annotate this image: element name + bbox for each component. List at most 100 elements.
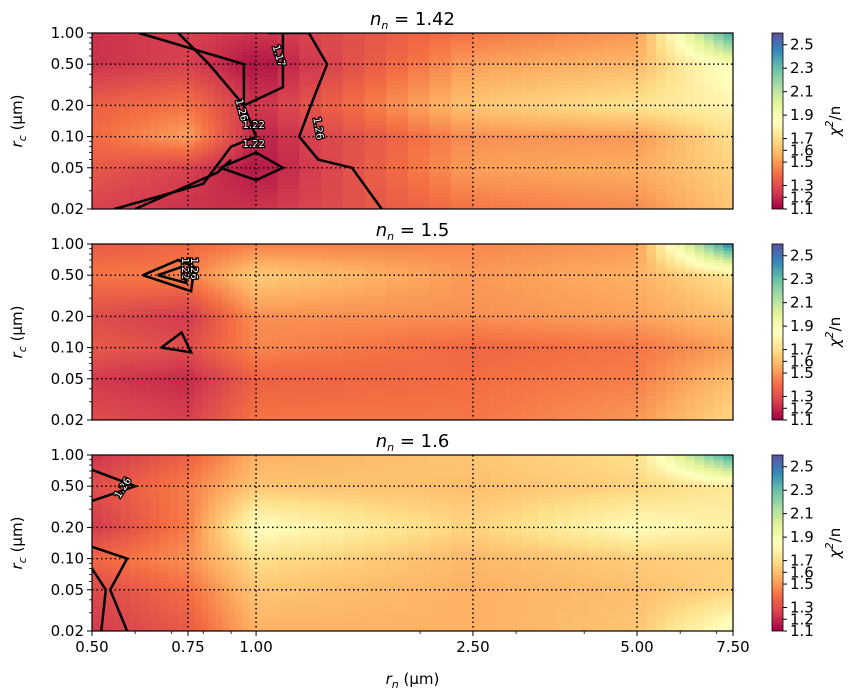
heatmap-cell bbox=[120, 259, 131, 264]
heatmap-cell bbox=[665, 283, 677, 289]
y-tick-label: 0.02 bbox=[51, 200, 84, 218]
heatmap-cell bbox=[665, 33, 677, 37]
heatmap-cell bbox=[656, 130, 667, 135]
heatmap-cell bbox=[139, 176, 151, 181]
heatmap-cell bbox=[587, 39, 605, 43]
heatmap-cell bbox=[522, 200, 540, 206]
heatmap-cell bbox=[723, 61, 733, 65]
heatmap-cell bbox=[201, 411, 209, 417]
heatmap-cell bbox=[120, 375, 131, 380]
heatmap-cell bbox=[277, 262, 301, 267]
heatmap-cell bbox=[429, 322, 452, 327]
heatmap-cell bbox=[665, 279, 677, 285]
heatmap-cell bbox=[194, 149, 203, 153]
heatmap-cell bbox=[694, 80, 705, 86]
heatmap-cell bbox=[342, 391, 366, 396]
heatmap-cell bbox=[139, 291, 151, 297]
heatmap-cell bbox=[646, 54, 657, 59]
heatmap-cell bbox=[120, 256, 131, 261]
heatmap-cell bbox=[111, 322, 122, 327]
heatmap-cell bbox=[222, 61, 230, 65]
heatmap-cell bbox=[120, 322, 131, 327]
heatmap-cell bbox=[604, 275, 622, 280]
heatmap-cell bbox=[139, 164, 151, 169]
heatmap-cell bbox=[92, 247, 103, 251]
heatmap-cell bbox=[604, 117, 622, 122]
heatmap-cell bbox=[277, 407, 301, 413]
heatmap-cell bbox=[215, 244, 223, 248]
heatmap-cell bbox=[215, 155, 223, 160]
heatmap-cell bbox=[538, 244, 556, 248]
heatmap-cell bbox=[429, 391, 452, 396]
heatmap-cell bbox=[604, 347, 622, 352]
heatmap-cell bbox=[472, 338, 490, 342]
heatmap-cell bbox=[139, 275, 151, 280]
heatmap-cell bbox=[256, 51, 279, 56]
heatmap-cell bbox=[194, 325, 203, 330]
heatmap-cell bbox=[704, 121, 715, 125]
heatmap-cell bbox=[201, 372, 209, 377]
heatmap-cell bbox=[538, 84, 556, 90]
heatmap-cell bbox=[723, 350, 733, 355]
heatmap-cell bbox=[386, 51, 409, 56]
heatmap-cell bbox=[277, 111, 301, 116]
heatmap-cell bbox=[130, 338, 141, 342]
heatmap-cell bbox=[159, 136, 170, 141]
heatmap-cell bbox=[364, 308, 387, 313]
heatmap-cell bbox=[407, 161, 431, 166]
heatmap-cell bbox=[101, 250, 112, 254]
heatmap-cell bbox=[554, 287, 572, 293]
heatmap-cell bbox=[554, 325, 572, 330]
heatmap-cell bbox=[130, 366, 141, 371]
heatmap-cell bbox=[656, 350, 667, 355]
heatmap-cell bbox=[187, 76, 196, 82]
heatmap-cell bbox=[571, 295, 589, 301]
heatmap-cell bbox=[201, 133, 209, 138]
heatmap-cell bbox=[222, 399, 230, 405]
heatmap-cell bbox=[139, 253, 151, 258]
heatmap-cell bbox=[571, 325, 589, 330]
heatmap-cell bbox=[587, 88, 605, 94]
heatmap-cell bbox=[429, 93, 452, 98]
heatmap-cell bbox=[242, 164, 250, 169]
heatmap-cell bbox=[321, 72, 344, 78]
heatmap-cell bbox=[342, 372, 366, 377]
heatmap-cell bbox=[92, 335, 103, 339]
heatmap-cell bbox=[299, 64, 322, 69]
heatmap-cell bbox=[178, 262, 189, 267]
heatmap-cell bbox=[505, 51, 523, 56]
heatmap-cell bbox=[723, 275, 733, 280]
heatmap-cell bbox=[120, 93, 131, 98]
heatmap-cell bbox=[604, 287, 622, 293]
heatmap-cell bbox=[472, 51, 490, 56]
heatmap-cell bbox=[620, 136, 638, 141]
heatmap-cell bbox=[222, 149, 230, 153]
heatmap-cell bbox=[120, 188, 131, 194]
heatmap-cell bbox=[215, 295, 223, 301]
heatmap-cell bbox=[694, 291, 705, 297]
heatmap-cell bbox=[249, 391, 257, 396]
heatmap-cell bbox=[505, 332, 523, 336]
heatmap-cell bbox=[429, 176, 452, 181]
heatmap-cell bbox=[587, 262, 605, 267]
heatmap-cell bbox=[256, 61, 279, 65]
heatmap-cell bbox=[321, 272, 344, 276]
heatmap-cell bbox=[571, 72, 589, 78]
heatmap-cell bbox=[656, 155, 667, 160]
heatmap-cell bbox=[637, 61, 648, 65]
heatmap-cell bbox=[256, 344, 279, 349]
heatmap-cell bbox=[675, 180, 686, 185]
heatmap-cell bbox=[201, 45, 209, 50]
heatmap-cell bbox=[694, 180, 705, 185]
heatmap-cell bbox=[187, 308, 196, 313]
heatmap-cell bbox=[159, 356, 170, 361]
heatmap-cell bbox=[92, 64, 103, 69]
heatmap-cell bbox=[505, 308, 523, 313]
heatmap-cell bbox=[149, 33, 160, 37]
heatmap-cell bbox=[321, 253, 344, 258]
heatmap-cell bbox=[505, 108, 523, 113]
heatmap-cell bbox=[407, 350, 431, 355]
heatmap-cell bbox=[522, 399, 540, 405]
heatmap-cell bbox=[299, 344, 322, 349]
heatmap-cell bbox=[587, 350, 605, 355]
